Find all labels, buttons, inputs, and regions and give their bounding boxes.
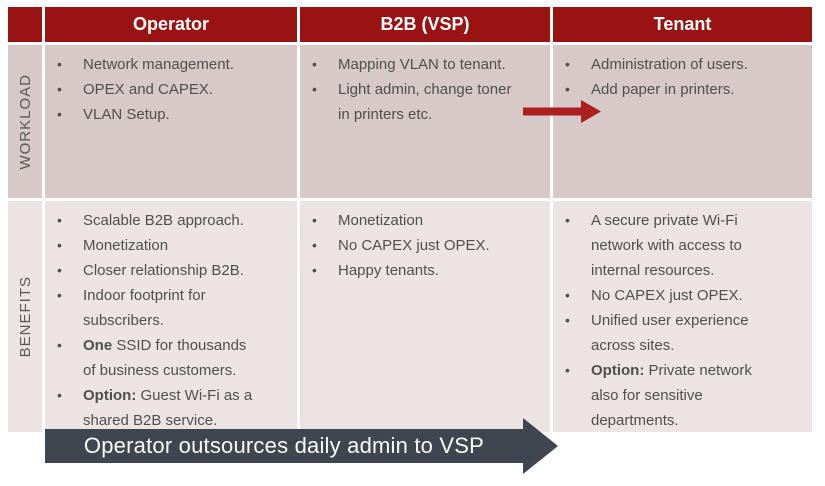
benefits-tenant-list: A secure private Wi-Fi network with acce… [553,201,812,433]
bullet-item: Unified user experience across sites. [563,308,782,358]
column-header-operator: Operator [45,7,297,42]
comparison-table: Operator B2B (VSP) Tenant WORKLOAD Netwo… [8,7,812,432]
bullet-item: No CAPEX just OPEX. [563,283,782,308]
bullet-item: Administration of users. [563,52,782,77]
bullet-item: A secure private Wi-Fi network with acce… [563,208,782,283]
column-header-operator-label: Operator [132,14,210,34]
workload-handover-arrow-icon [523,100,601,123]
workload-operator-cell: Network management.OPEX and CAPEX.VLAN S… [45,45,297,198]
row-label-benefits-text: BENEFITS [16,275,34,358]
column-header-tenant-label: Tenant [653,14,712,34]
benefits-tenant-cell: A secure private Wi-Fi network with acce… [553,201,812,432]
bullet-item: Option: Private network also for sensiti… [563,358,782,433]
benefits-operator-list: Scalable B2B approach.MonetizationCloser… [45,201,297,433]
row-label-workload-text: WORKLOAD [16,73,34,170]
workload-operator-list: Network management.OPEX and CAPEX.VLAN S… [45,45,297,127]
bullet-item: OPEX and CAPEX. [55,77,261,102]
column-header-b2b-vsp: B2B (VSP) [300,7,550,42]
column-header-b2b-vsp-label: B2B (VSP) [380,14,470,34]
bullet-item: One SSID for thousands of business custo… [55,333,261,383]
header-stub-cell [8,7,42,42]
workload-b2b-cell: Mapping VLAN to tenant.Light admin, chan… [300,45,550,198]
column-header-tenant: Tenant [553,7,812,42]
benefits-operator-cell: Scalable B2B approach.MonetizationCloser… [45,201,297,432]
bullet-item: Indoor footprint for subscribers. [55,283,261,333]
benefits-b2b-cell: MonetizationNo CAPEX just OPEX.Happy ten… [300,201,550,432]
bullet-item: Network management. [55,52,261,77]
workload-tenant-cell: Administration of users.Add paper in pri… [553,45,812,198]
bullet-item: Monetization [310,208,512,233]
outsource-arrow-label: Operator outsources daily admin to VSP [83,433,485,458]
bullet-item: Closer relationship B2B. [55,258,261,283]
bullet-item: Option: Guest Wi-Fi as a shared B2B serv… [55,383,261,433]
workload-b2b-list: Mapping VLAN to tenant.Light admin, chan… [300,45,550,127]
row-label-workload: WORKLOAD [8,45,42,198]
benefits-b2b-list: MonetizationNo CAPEX just OPEX.Happy ten… [300,201,550,283]
row-label-benefits: BENEFITS [8,201,42,432]
outsource-arrow-icon [45,418,558,474]
workload-tenant-list: Administration of users.Add paper in pri… [553,45,812,102]
bullet-item: Scalable B2B approach. [55,208,261,233]
bullet-item: Light admin, change toner in printers et… [310,77,512,127]
bullet-item: Happy tenants. [310,258,512,283]
bullet-item: VLAN Setup. [55,102,261,127]
bullet-item: No CAPEX just OPEX. [310,233,512,258]
bullet-item: Mapping VLAN to tenant. [310,52,512,77]
bullet-item: Add paper in printers. [563,77,782,102]
bullet-item: Monetization [55,233,261,258]
